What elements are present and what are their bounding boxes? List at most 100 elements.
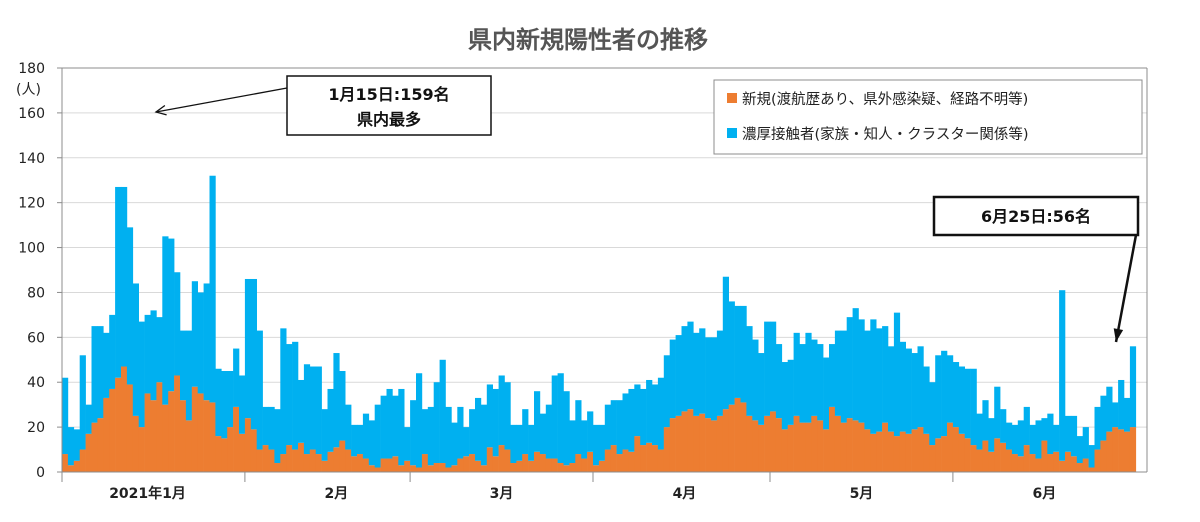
bar-new-cases: [268, 449, 275, 472]
bar-contacts: [244, 278, 252, 419]
bar-contacts: [610, 400, 617, 446]
bar-contacts: [469, 409, 476, 455]
bar-contacts: [486, 384, 493, 448]
bar-new-cases: [321, 460, 328, 472]
bar-contacts: [121, 186, 128, 367]
bar-contacts: [1106, 386, 1113, 432]
bar-contacts: [663, 355, 670, 428]
bar-new-cases: [569, 463, 576, 472]
bar-new-cases: [327, 451, 334, 472]
bar-contacts: [976, 413, 983, 450]
bar-new-cases: [79, 449, 86, 472]
bar-new-cases: [398, 465, 405, 472]
bar-contacts: [534, 391, 541, 452]
bar-contacts: [752, 339, 759, 421]
bar-new-cases: [787, 424, 794, 472]
bar-contacts: [758, 353, 765, 425]
bar-new-cases: [227, 427, 234, 472]
bar-contacts: [711, 337, 718, 421]
bar-new-cases: [705, 418, 712, 472]
bar-contacts: [280, 328, 287, 455]
bar-contacts: [339, 371, 346, 441]
bar-contacts: [203, 283, 210, 401]
bar-new-cases: [233, 406, 240, 472]
bar-new-cases: [758, 424, 765, 472]
bar-new-cases: [1129, 427, 1137, 472]
bar-contacts: [947, 355, 954, 423]
bar-contacts: [144, 314, 151, 394]
bar-contacts: [292, 341, 299, 450]
bar-new-cases: [1094, 449, 1101, 472]
bar-contacts: [168, 238, 175, 392]
bar-new-cases: [492, 456, 499, 472]
bar-contacts: [62, 377, 69, 455]
bar-new-cases: [799, 422, 806, 472]
bar-contacts: [811, 339, 818, 416]
bar-contacts: [268, 406, 275, 450]
bar-new-cases: [357, 454, 364, 472]
bar-new-cases: [711, 420, 718, 472]
y-tick-label: 60: [27, 330, 45, 346]
bar-new-cases: [687, 409, 694, 472]
bar-new-cases: [469, 454, 476, 472]
bar-contacts: [498, 375, 505, 446]
bar-contacts: [923, 366, 930, 434]
bar-contacts: [239, 375, 246, 434]
bar-contacts: [286, 344, 293, 446]
bar-contacts: [1059, 290, 1066, 461]
annotation-latest-arrow: [1114, 234, 1138, 343]
bar-contacts: [345, 404, 352, 450]
bar-new-cases: [870, 433, 877, 472]
bar-contacts: [652, 384, 659, 446]
bar-new-cases: [746, 415, 753, 472]
bar-new-cases: [964, 438, 971, 472]
bar-contacts: [492, 388, 499, 457]
bar-new-cases: [640, 445, 647, 472]
bar-contacts: [327, 388, 334, 452]
bar-contacts: [935, 355, 942, 439]
bar-new-cases: [292, 449, 299, 472]
bar-contacts: [823, 357, 830, 430]
bar-contacts: [829, 344, 836, 407]
annotation-latest: 6月25日:56名: [932, 195, 1140, 343]
bar-new-cases: [498, 445, 505, 472]
bar-new-cases: [239, 433, 246, 472]
bar-new-cases: [510, 463, 517, 472]
bar-new-cases: [298, 442, 305, 472]
bar-new-cases: [764, 415, 771, 472]
bar-new-cases: [793, 415, 800, 472]
bar-contacts: [256, 330, 263, 450]
y-tick-label: 100: [18, 241, 45, 257]
bar-contacts: [846, 317, 853, 419]
y-axis-unit-label: (人): [16, 82, 41, 98]
bar-new-cases: [770, 411, 777, 472]
bar-new-cases: [652, 445, 659, 472]
bar-contacts: [941, 350, 948, 437]
bar-contacts: [1006, 422, 1013, 450]
bar-new-cases: [947, 422, 954, 472]
bar-new-cases: [475, 460, 482, 472]
bar-contacts: [103, 332, 110, 398]
legend-swatch-new: [727, 93, 737, 103]
bar-contacts: [793, 332, 800, 416]
bar-new-cases: [274, 463, 281, 472]
bar-contacts: [551, 375, 558, 459]
bar-new-cases: [262, 445, 269, 472]
bar-new-cases: [516, 460, 523, 472]
bar-new-cases: [463, 456, 470, 472]
bar-new-cases: [121, 366, 128, 472]
bar-new-cases: [834, 415, 842, 472]
bar-new-cases: [528, 460, 535, 472]
bar-contacts: [410, 400, 417, 466]
bar-new-cases: [982, 440, 989, 472]
bar-new-cases: [185, 420, 193, 472]
bar-contacts: [964, 368, 971, 439]
bar-new-cases: [162, 404, 169, 472]
bar-new-cases: [309, 449, 316, 472]
legend: 新規(渡航歴あり、県外感染疑、経路不明等) 濃厚接触者(家族・知人・クラスター関…: [713, 79, 1143, 155]
bar-new-cases: [1006, 449, 1013, 472]
bar-contacts: [79, 355, 86, 450]
bar-new-cases: [858, 422, 865, 472]
bar-contacts: [126, 227, 134, 385]
bar-contacts: [421, 409, 429, 455]
